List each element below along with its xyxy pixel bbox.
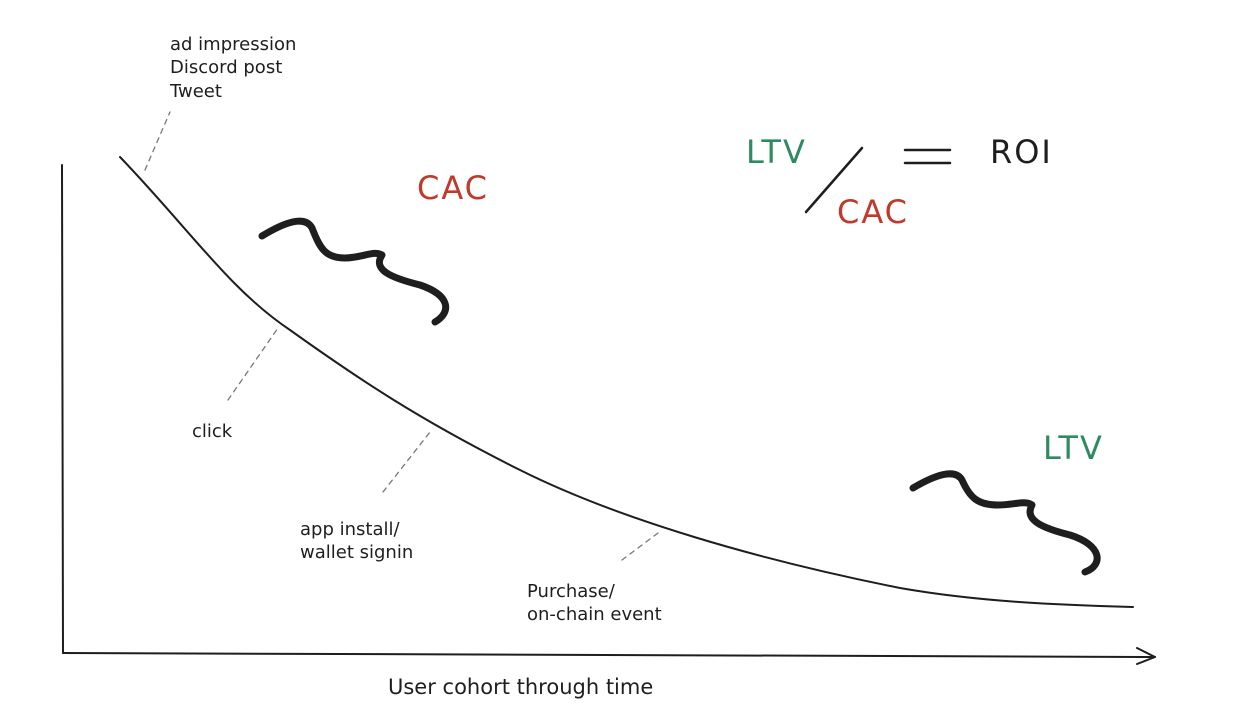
- leader-click: [227, 327, 279, 401]
- formula-denominator: CAC: [837, 193, 910, 231]
- x-axis: [62, 652, 1156, 658]
- x-axis-label: User cohort through time: [388, 675, 654, 699]
- label-install-line2: wallet signin: [300, 542, 414, 564]
- label-purchase-line1: Purchase/: [527, 581, 615, 602]
- x-axis-arrowhead: [1136, 647, 1156, 665]
- label-click: click: [192, 421, 233, 442]
- label-install: app install/ wallet signin: [300, 518, 413, 565]
- label-discord-post: Discord post: [170, 57, 283, 79]
- division-slash: [804, 146, 864, 214]
- label-purchase: Purchase/ on-chain event: [527, 580, 662, 627]
- label-install-line1: app install/: [300, 519, 400, 540]
- label-top-channels: ad impression Discord post Tweet: [170, 33, 296, 103]
- label-ad-impression: ad impression: [170, 34, 297, 55]
- label-tweet: Tweet: [170, 80, 222, 102]
- leader-top-channels: [144, 111, 171, 171]
- cac-region-label: CAC: [417, 169, 490, 207]
- cac-squiggle: [258, 217, 450, 326]
- leader-purchase: [621, 532, 659, 561]
- formula-result: ROI: [990, 133, 1053, 171]
- formula-numerator: LTV: [746, 133, 807, 171]
- leader-install: [382, 431, 431, 493]
- ltv-squiggle: [909, 470, 1101, 576]
- ltv-region-label: LTV: [1043, 429, 1104, 467]
- y-axis: [61, 164, 64, 654]
- funnel-curve: [119, 156, 1134, 608]
- label-purchase-line2: on-chain event: [527, 604, 662, 626]
